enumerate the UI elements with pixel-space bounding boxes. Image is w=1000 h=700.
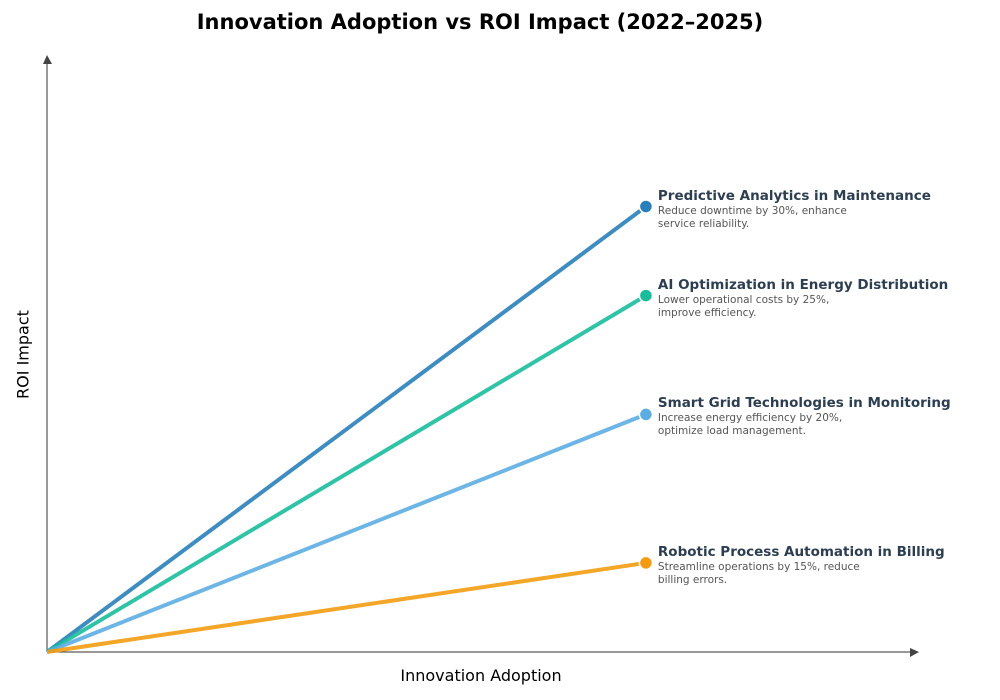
series-line [45,204,648,654]
series-name: Predictive Analytics in Maintenance [657,187,931,204]
series-line [45,293,647,654]
series-endpoint [638,199,654,214]
series-name: Robotic Process Automation in Billing [657,543,945,560]
series-annotation: Predictive Analytics in Maintenance Reduc… [658,188,931,231]
series-name: Smart Grid Technologies in Monitoring [657,395,951,412]
series-line [46,560,647,654]
series-annotation: Smart Grid Technologies in Monitoring Inc… [658,395,951,438]
series-endpoint [638,288,654,303]
series-description: Streamline operations by 15%, reduce bil… [657,560,860,586]
series-endpoint [638,407,654,422]
series-line [46,412,647,654]
series-description: Increase energy efficiency by 20%, optim… [657,412,843,438]
chart-title: Innovation Adoption vs ROI Impact (2022–… [196,10,764,34]
series-annotation: AI Optimization in Energy Distribution Lo… [658,277,948,320]
x-axis-label: Innovation Adoption [400,666,562,685]
series-name: AI Optimization in Energy Distribution [657,276,949,293]
series-description: Lower operational costs by 25%, improve … [657,293,830,319]
series-description: Reduce downtime by 30%, enhance service … [657,204,847,230]
series-endpoint [638,555,654,571]
series-annotation: Robotic Process Automation in Billing Str… [658,544,945,587]
y-axis-arrow-icon [43,55,52,64]
x-axis-arrow-icon [910,648,919,657]
